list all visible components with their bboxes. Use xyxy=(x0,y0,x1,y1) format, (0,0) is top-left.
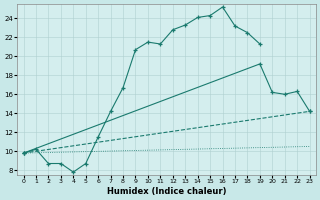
X-axis label: Humidex (Indice chaleur): Humidex (Indice chaleur) xyxy=(107,187,226,196)
